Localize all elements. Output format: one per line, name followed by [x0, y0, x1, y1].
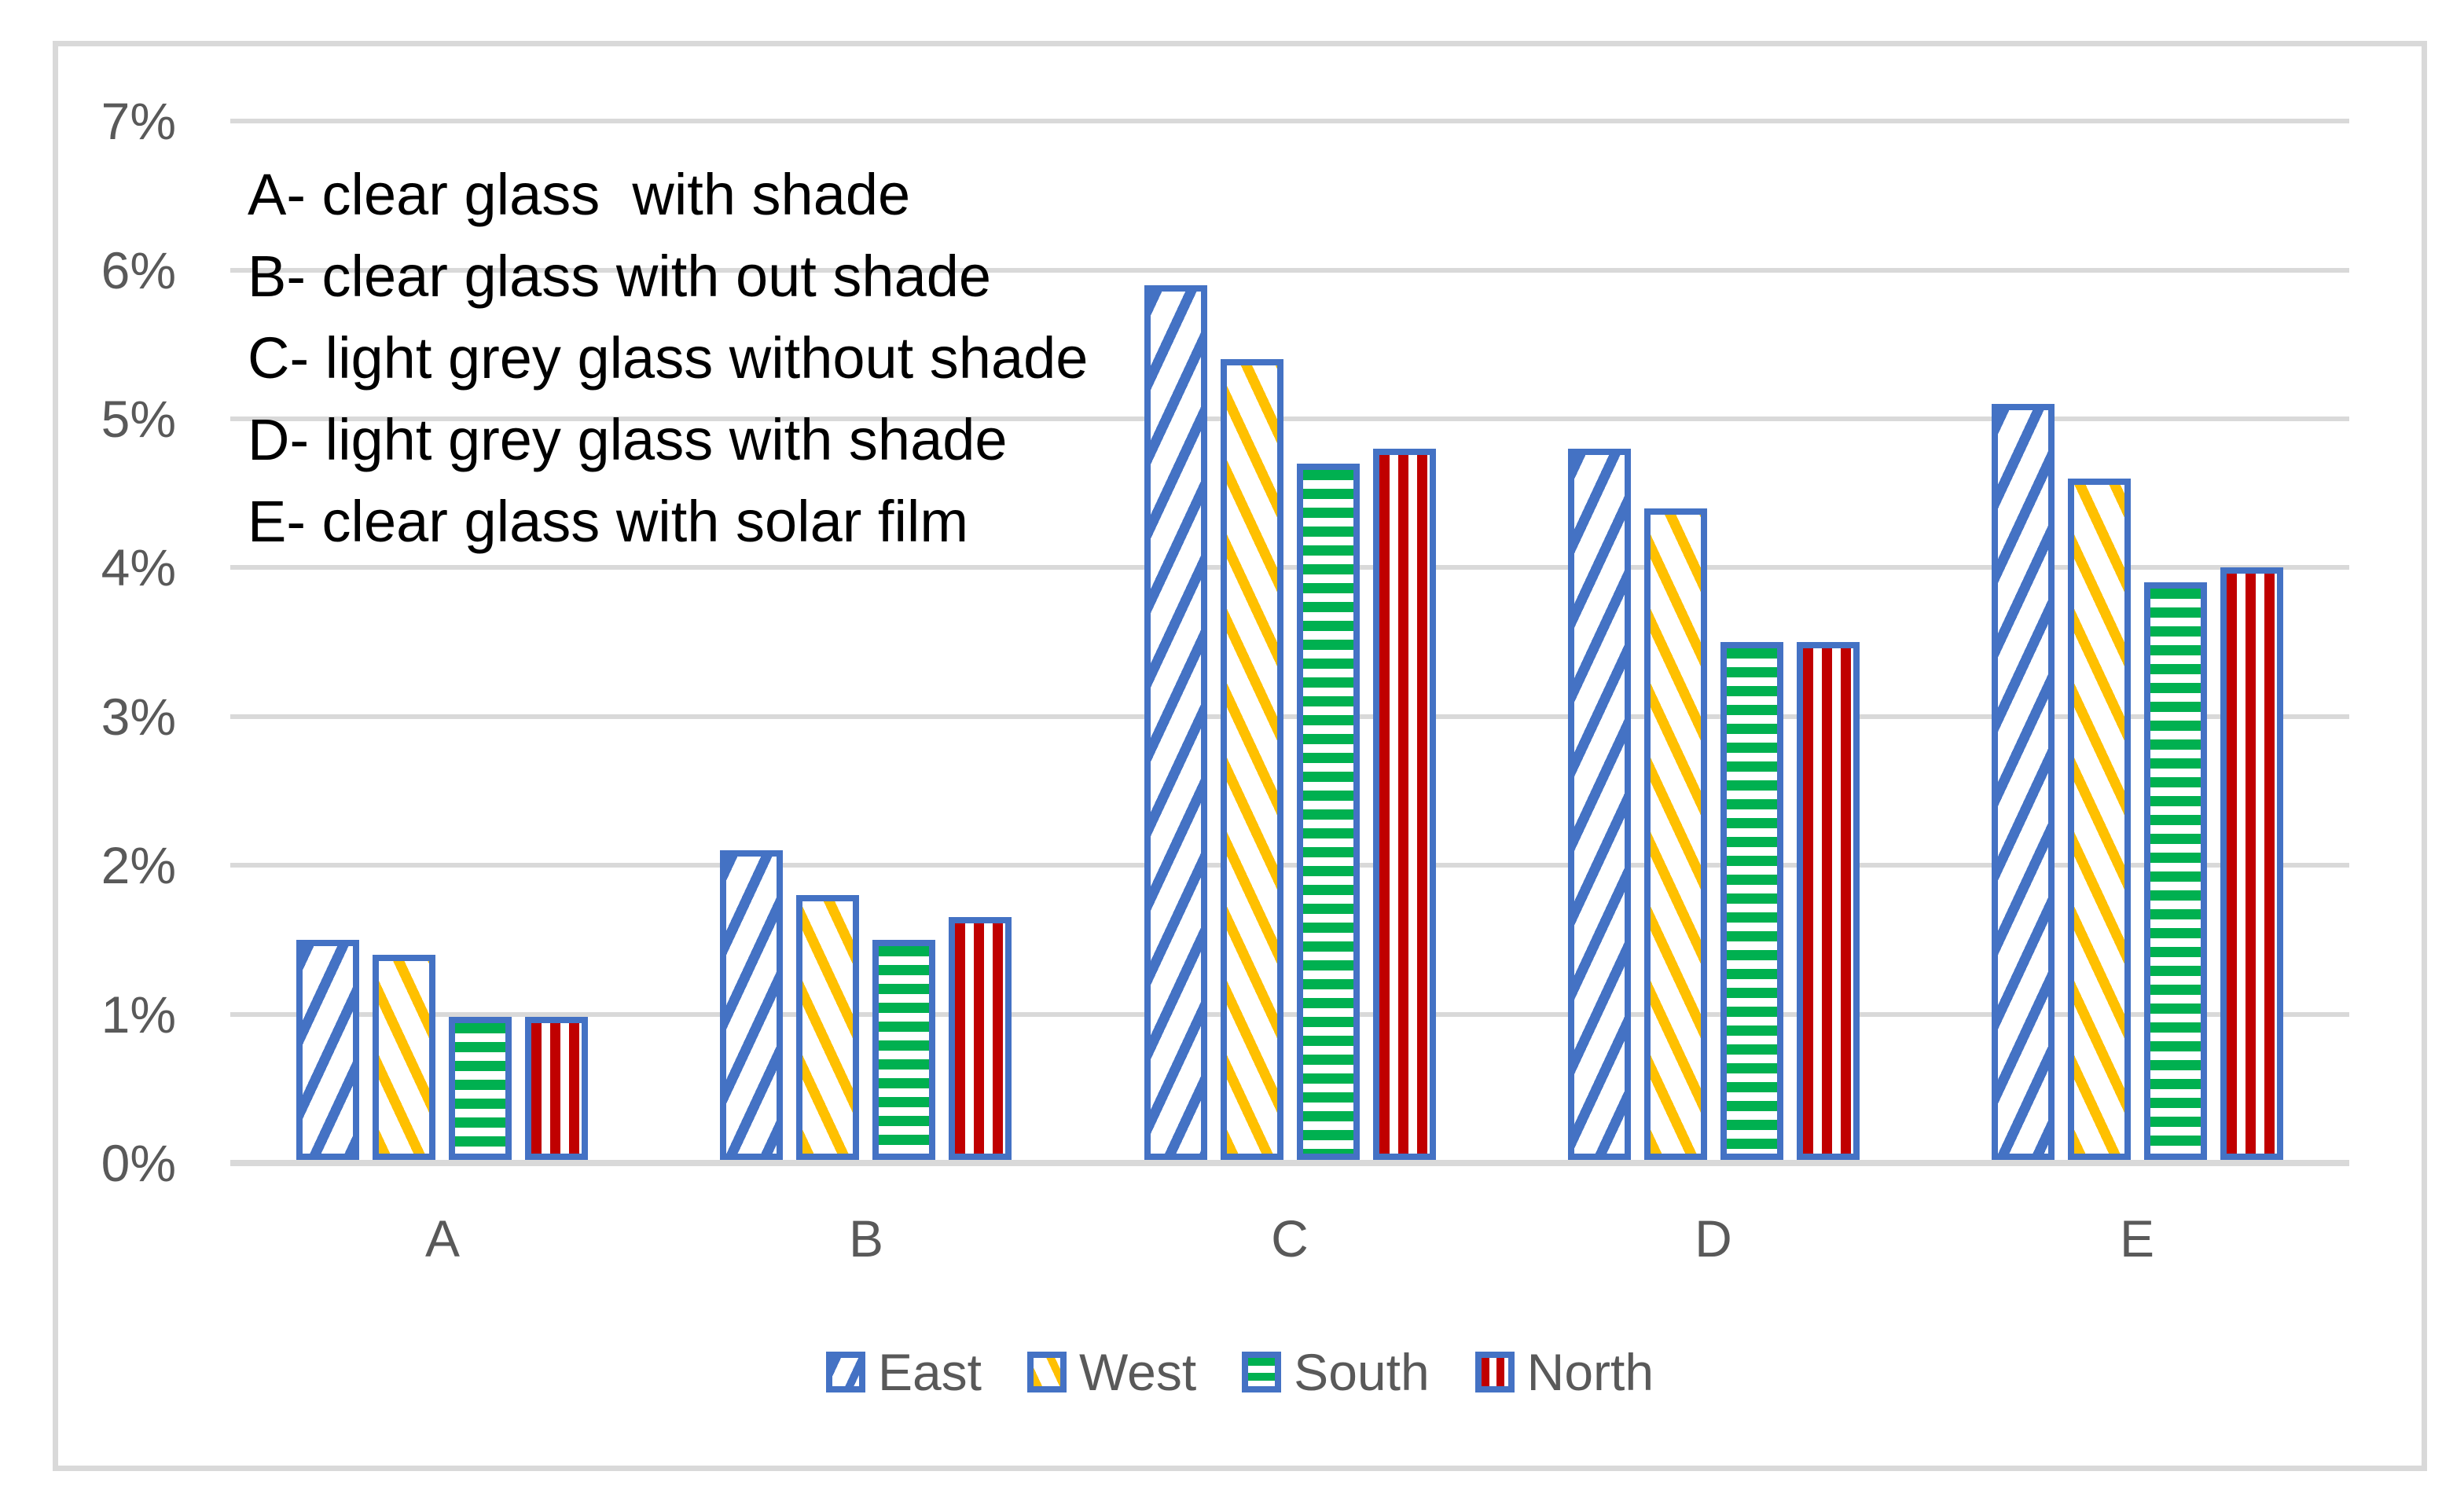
x-axis-label-D: D [1695, 1209, 1732, 1268]
bar-south-E [2144, 582, 2207, 1160]
annotation-line-4: D- light grey glass with shade [248, 407, 1008, 472]
bar-north-E [2220, 567, 2283, 1160]
legend-swatch-south-pattern-icon [1242, 1352, 1282, 1392]
annotation-line-5: E- clear glass with solar film [248, 489, 969, 554]
gridline-4pct [230, 565, 2349, 571]
x-axis-baseline [230, 1160, 2349, 1166]
x-axis-label-E: E [2119, 1209, 2155, 1268]
gridline-6pct [230, 267, 2349, 273]
y-tick-label-1pct: 1% [101, 985, 176, 1044]
bar-east-E [1992, 404, 2055, 1160]
legend-label-south: South [1294, 1343, 1430, 1401]
legend-swatch-east-pattern-icon [825, 1352, 865, 1392]
y-tick-label-4pct: 4% [101, 538, 176, 597]
legend-item-south: South [1242, 1343, 1430, 1401]
x-axis-label-B: B [848, 1209, 884, 1268]
legend-swatch-west-pattern-icon [1027, 1352, 1067, 1392]
gridline-3pct [230, 714, 2349, 719]
annotation-line-1: A- clear glass with shade [248, 162, 911, 227]
bar-south-C [1297, 464, 1360, 1160]
bar-south-A [449, 1017, 512, 1160]
annotation-block: A- clear glass with shade B- clear glass … [248, 154, 1088, 563]
bar-north-A [525, 1017, 588, 1160]
annotation-line-3: C- light grey glass without shade [248, 325, 1089, 391]
gridline-5pct [230, 416, 2349, 421]
legend-swatch-north-pattern-icon [1474, 1352, 1515, 1392]
legend-label-east: East [877, 1343, 982, 1401]
y-tick-label-3pct: 3% [101, 687, 176, 746]
y-tick-label-2pct: 2% [101, 836, 176, 895]
gridline-1pct [230, 1011, 2349, 1017]
annotation-line-2: B- clear glass with out shade [248, 244, 992, 309]
x-axis-label-A: A [424, 1209, 461, 1268]
y-tick-label-6pct: 6% [101, 240, 176, 299]
chart-frame: 0% 1% 2% 3% 4% 5% 6% 7% A B C D E A- clear glass wi… [53, 41, 2427, 1471]
bar-west-C [1221, 359, 1283, 1160]
bar-north-C [1373, 449, 1436, 1160]
y-tick-label-0pct: 0% [101, 1134, 176, 1192]
y-tick-label-7pct: 7% [101, 92, 176, 151]
bar-south-B [872, 940, 935, 1160]
bar-west-E [2068, 479, 2131, 1160]
y-tick-label-5pct: 5% [101, 390, 176, 448]
bar-west-D [1644, 508, 1707, 1160]
bar-east-B [720, 850, 783, 1160]
legend-item-east: East [825, 1343, 982, 1401]
bar-east-C [1144, 285, 1207, 1160]
gridline-2pct [230, 863, 2349, 868]
gridline-7pct [230, 119, 2349, 124]
bar-west-A [373, 955, 435, 1160]
legend-label-north: North [1526, 1343, 1654, 1401]
legend: East West South North [58, 1345, 2422, 1400]
legend-item-west: West [1027, 1346, 1196, 1398]
bar-east-A [296, 940, 359, 1160]
bar-north-D [1797, 642, 1860, 1160]
bar-north-B [949, 917, 1012, 1160]
bar-west-B [796, 895, 859, 1160]
legend-item-north: North [1474, 1343, 1654, 1401]
bar-south-D [1720, 642, 1783, 1160]
bar-east-D [1568, 449, 1631, 1160]
legend-label-west: West [1079, 1343, 1197, 1401]
x-axis-label-C: C [1271, 1209, 1309, 1268]
